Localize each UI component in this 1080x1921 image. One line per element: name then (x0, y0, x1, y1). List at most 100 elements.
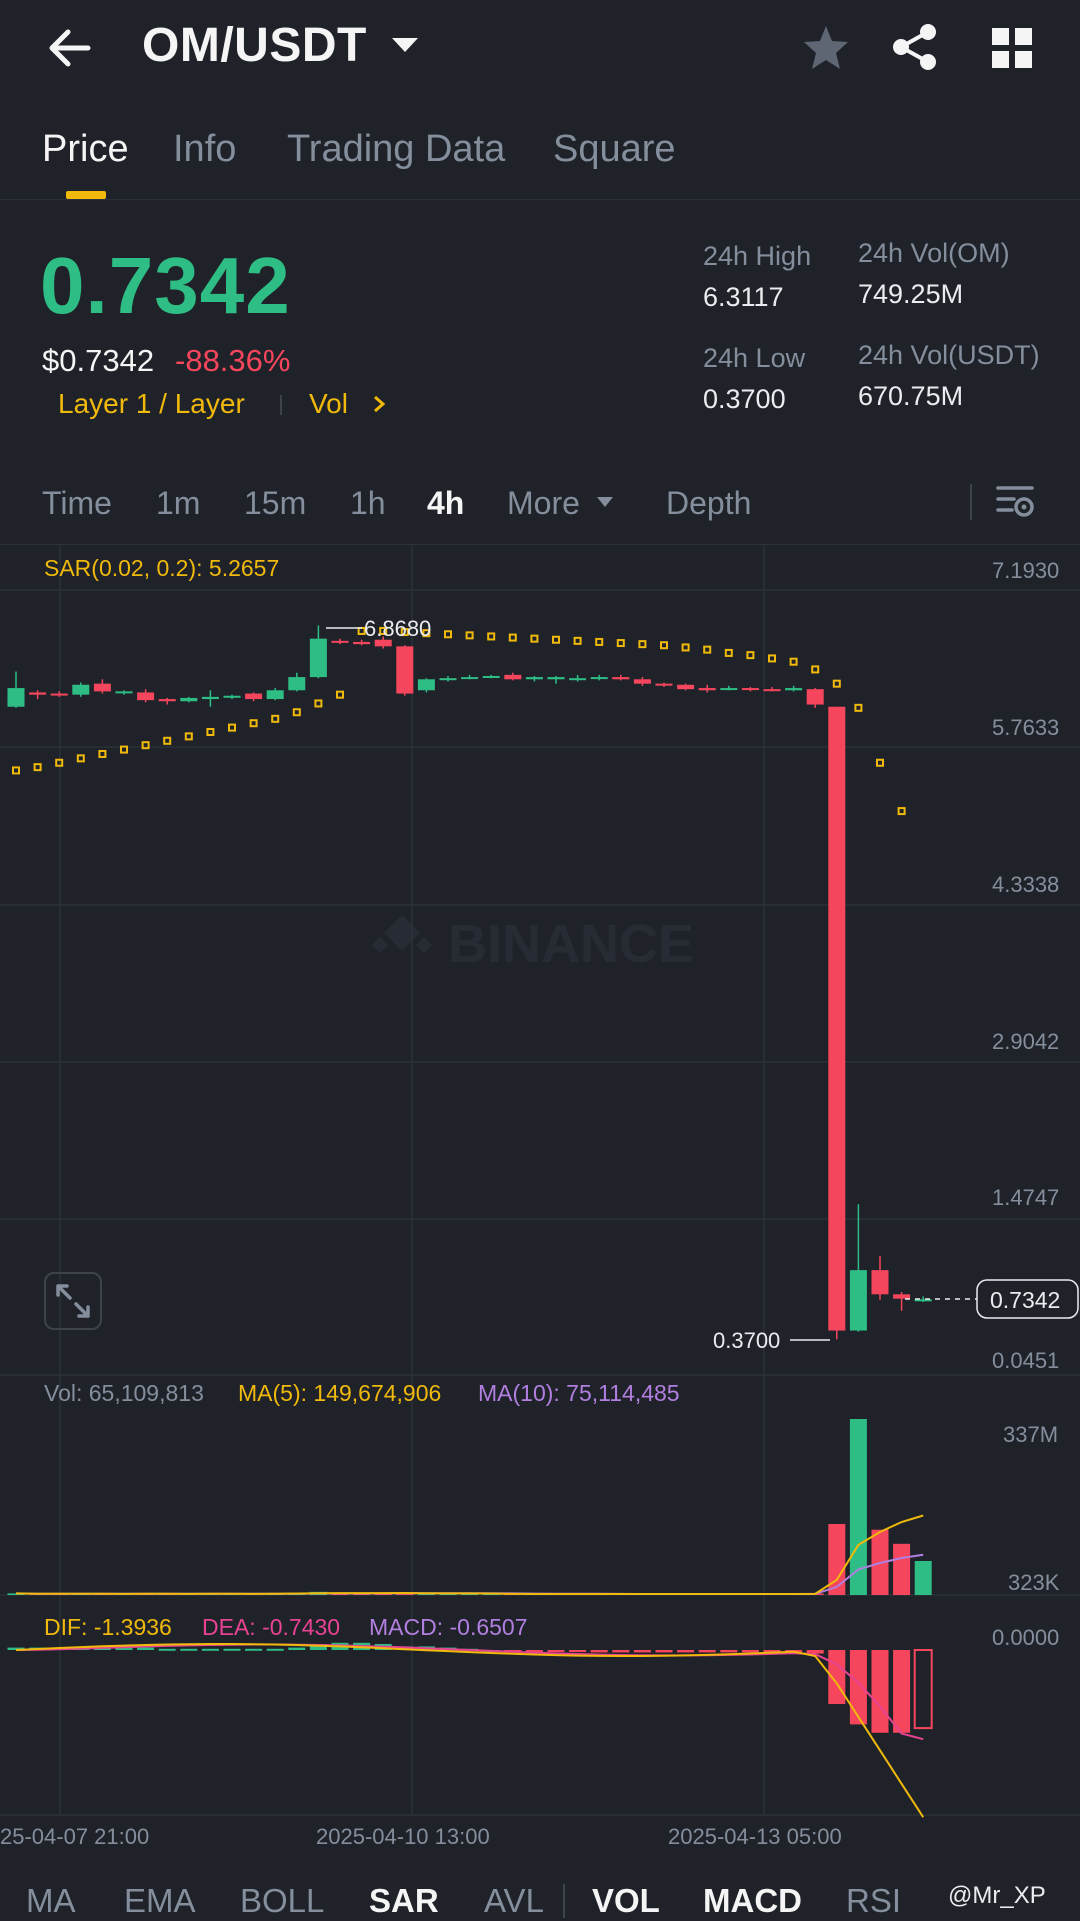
indicator-avl[interactable]: AVL (484, 1882, 544, 1919)
sar-dot (163, 736, 172, 745)
candle-body (741, 688, 759, 691)
star-icon[interactable] (800, 22, 852, 74)
tab-price[interactable]: Price (42, 128, 129, 170)
stat-vol-om-label: 24h Vol(OM) (858, 238, 1010, 268)
candle-body (525, 677, 543, 680)
tf-15m[interactable]: 15m (244, 485, 307, 521)
candle-body (677, 684, 695, 690)
tab-info[interactable]: Info (173, 128, 237, 170)
timeframe-bar: Time 1m 15m 1h 4h More Depth (0, 470, 1080, 545)
indicator-macd[interactable]: MACD (703, 1882, 802, 1919)
vol-legend-vol: Vol: 65,109,813 (44, 1380, 204, 1406)
tf-1m[interactable]: 1m (156, 485, 201, 521)
caret-down-icon[interactable] (388, 30, 422, 60)
candle-body (893, 1294, 911, 1299)
candle-body (914, 1299, 932, 1302)
time-tick-1: 2025-04-10 13:00 (316, 1824, 490, 1849)
price-tick-5: 0.0451 (992, 1348, 1059, 1373)
tf-more-label: More (507, 485, 580, 521)
indicator-sar[interactable]: SAR (369, 1882, 439, 1919)
tf-1h[interactable]: 1h (350, 485, 386, 521)
pair-title[interactable]: OM/USDT (142, 19, 367, 72)
macd-tick-0: 0.0000 (992, 1625, 1059, 1650)
candle-body (245, 693, 263, 700)
grid-icon[interactable] (988, 24, 1036, 72)
sar-dot (573, 636, 582, 645)
macd-bar (655, 1650, 673, 1653)
candle-body (417, 679, 435, 691)
indicator-ma[interactable]: MA (26, 1882, 76, 1919)
share-icon[interactable] (888, 20, 942, 74)
time-tick-2: 2025-04-13 05:00 (668, 1824, 842, 1849)
macd-bar (806, 1650, 824, 1654)
sar-dot (530, 634, 539, 643)
indicator-boll[interactable]: BOLL (240, 1882, 325, 1919)
volume-bars (7, 1419, 932, 1595)
macd-bar (7, 1647, 25, 1650)
active-tab-indicator (66, 191, 106, 199)
stat-high-label: 24h High (703, 241, 812, 271)
sar-dot (249, 719, 258, 728)
macd-bar (223, 1648, 241, 1651)
candle-body (590, 677, 608, 680)
vol-link-label: Vol (309, 388, 348, 419)
sar-dot (616, 639, 625, 648)
sar-dot (832, 679, 841, 688)
high-marker-label: 6.8680 (364, 616, 431, 641)
sar-dot (552, 635, 560, 644)
sar-legend: SAR(0.02, 0.2): 5.2657 (44, 555, 280, 581)
expand-chart-icon[interactable] (44, 1272, 102, 1330)
tab-square[interactable]: Square (553, 128, 676, 170)
sar-dot (292, 708, 301, 717)
macd-legend-dif: DIF: -1.3936 (44, 1614, 172, 1640)
candle-body (223, 695, 241, 698)
candle-body (7, 688, 25, 707)
candle-body (698, 688, 716, 691)
candle-body (504, 674, 522, 680)
tf-more[interactable]: More (507, 485, 615, 522)
kline-chart[interactable]: BINANCE 6.8680 0.3700 0.7342 7.1930 5.76… (0, 545, 1080, 1860)
category-tag[interactable]: Layer 1 / Layer (58, 388, 245, 419)
sar-dot (422, 629, 431, 638)
tf-depth[interactable]: Depth (666, 485, 752, 521)
candle-body (785, 688, 803, 691)
tf-4h[interactable]: 4h (427, 485, 465, 521)
stat-low-value: 0.3700 (703, 384, 786, 414)
vol-legend-ma5: MA(5): 149,674,906 (238, 1380, 442, 1406)
sar-dot (487, 632, 496, 641)
time-tick-0: 25-04-07 21:00 (0, 1824, 149, 1849)
candle-body (871, 1270, 889, 1295)
macd-bar (547, 1650, 565, 1652)
sar-dot (12, 766, 20, 775)
price-tick-0: 7.1930 (992, 558, 1059, 583)
candle-body (482, 675, 500, 678)
candle-body (353, 641, 371, 645)
sar-dot (314, 699, 323, 708)
volume-bar (914, 1560, 932, 1595)
price-change-percent: -88.36% (175, 343, 291, 378)
chart-settings-icon[interactable] (994, 480, 1036, 522)
macd-bar (245, 1648, 263, 1651)
low-marker: 0.3700 (713, 1328, 830, 1353)
sar-dot (768, 654, 776, 663)
macd-bar (288, 1647, 306, 1650)
indicator-rsi[interactable]: RSI (846, 1882, 902, 1919)
tab-trading-data[interactable]: Trading Data (287, 128, 506, 170)
macd-bar (741, 1650, 759, 1653)
candle-body (115, 691, 133, 694)
macd-bar (266, 1648, 284, 1651)
sar-dot (120, 745, 128, 754)
back-arrow-icon[interactable] (42, 20, 98, 76)
tag-divider (280, 395, 282, 415)
indicator-vol[interactable]: VOL (592, 1882, 660, 1919)
vol-link[interactable]: Vol (309, 388, 388, 420)
user-credit: @Mr_XP (948, 1882, 1046, 1909)
indicator-bar: MA EMA BOLL SAR AVL VOL MACD RSI (0, 1860, 1080, 1921)
ma5-line (15, 1514, 924, 1595)
candle-body (93, 683, 111, 692)
macd-bar (871, 1650, 889, 1733)
sar-dots (12, 626, 906, 816)
tf-time[interactable]: Time (42, 485, 112, 521)
indicator-ema[interactable]: EMA (124, 1882, 196, 1919)
binance-watermark: BINANCE (448, 914, 694, 974)
